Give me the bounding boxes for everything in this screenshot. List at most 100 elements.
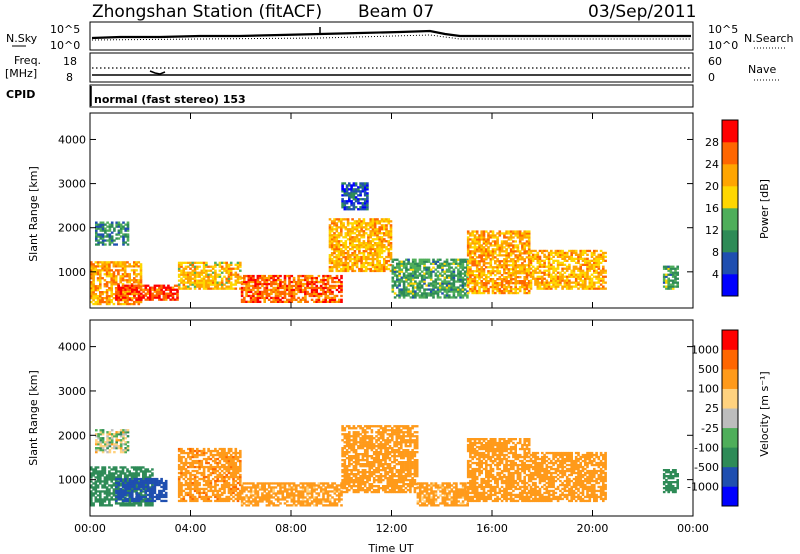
nave-label: Nave [748, 63, 776, 76]
freq-right-tick-top: 60 [708, 55, 722, 68]
velocity-data [90, 425, 679, 507]
velocity-colorbar-label: Velocity [m s⁻¹] [758, 371, 771, 456]
power-x-ticks [89, 113, 694, 308]
velocity-region [341, 425, 419, 494]
station-title: Zhongshan Station (fitACF) [92, 2, 322, 22]
nsearch-series [91, 34, 691, 41]
colorbar-tick-label: 8 [712, 246, 719, 259]
nsky-strip [89, 21, 694, 51]
power-region [115, 284, 179, 301]
colorbar-segment [722, 427, 738, 448]
x-tick-label: 20:00 [577, 522, 609, 535]
nsearch-label: N.Search [744, 32, 794, 45]
y-tick-label: 3000 [58, 178, 86, 191]
velocity-region [115, 477, 168, 503]
colorbar-segment [722, 408, 738, 429]
nsky-right-tick-bottom: 10^0 [708, 39, 738, 52]
power-data [90, 182, 679, 306]
x-tick-label: 16:00 [476, 522, 508, 535]
power-region [328, 218, 393, 273]
x-tick-label: 08:00 [275, 522, 307, 535]
x-axis-label: Time UT [367, 542, 413, 554]
velocity-colorbar: 1000 500 100 25 -25 -100 -500 -1000 [687, 329, 739, 507]
nsky-left-tick-top: 10^5 [50, 23, 80, 36]
y-tick-label: 1000 [58, 266, 86, 279]
nsky-left-tick-bottom: 10^0 [50, 39, 80, 52]
nsky-right-tick-top: 10^5 [708, 23, 738, 36]
colorbar-frame [721, 119, 739, 297]
colorbar-segment [722, 447, 738, 468]
power-region [341, 182, 369, 211]
power-region [95, 221, 130, 246]
y-tick-label: 1000 [58, 474, 86, 487]
colorbar-tick-label: 100 [698, 383, 719, 396]
power-region [529, 249, 607, 290]
power-region [177, 261, 242, 290]
colorbar-tick-label: 12 [705, 224, 719, 237]
freq-label: Freq. [14, 54, 41, 67]
velocity-region [240, 482, 343, 507]
freq-right-tick-bottom: 0 [708, 71, 715, 84]
colorbar-segment [722, 466, 738, 487]
velocity-region [466, 438, 531, 503]
colorbar-tick-label: -25 [701, 422, 719, 435]
velocity-y-axis-label: Slant Range [km] [27, 370, 40, 466]
power-colorbar-label: Power [dB] [758, 179, 771, 239]
velocity-region [416, 482, 469, 507]
colorbar-segment [722, 274, 738, 297]
freq-unit-label: [MHz] [5, 67, 37, 80]
cpid-strip [89, 84, 694, 108]
power-y-ticks: 1000 2000 3000 4000 [58, 133, 693, 279]
colorbar-tick-label: 24 [705, 158, 719, 171]
nsky-label: N.Sky [6, 32, 38, 45]
x-tick-label: 04:00 [175, 522, 207, 535]
colorbar-segment [722, 369, 738, 389]
colorbar-tick-label: -1000 [687, 480, 719, 493]
colorbar-segment [722, 252, 738, 275]
power-y-axis-label: Slant Range [km] [27, 166, 40, 262]
colorbar-tick-label: 28 [705, 136, 719, 149]
y-tick-label: 2000 [58, 429, 86, 442]
colorbar-tick-label: 20 [705, 180, 719, 193]
velocity-y-ticks: 1000 2000 3000 4000 [58, 341, 693, 487]
velocity-region [662, 469, 679, 494]
colorbar-tick-label: -500 [694, 461, 719, 474]
freq-strip [89, 52, 694, 83]
colorbar-tick-label: -100 [694, 441, 719, 454]
power-region [391, 258, 469, 299]
freq-dip [149, 70, 166, 75]
y-tick-label: 4000 [58, 133, 86, 146]
velocity-region [177, 447, 242, 503]
colorbar-segment [722, 388, 738, 409]
colorbar-frame [721, 329, 739, 507]
colorbar-segment [722, 142, 738, 165]
x-tick-label: 12:00 [376, 522, 408, 535]
colorbar-segment [722, 486, 738, 507]
colorbar-segment [722, 208, 738, 231]
freq-left-tick-top: 18 [63, 55, 77, 68]
colorbar-tick-label: 500 [698, 363, 719, 376]
colorbar-tick-label: 16 [705, 202, 719, 215]
y-tick-label: 4000 [58, 341, 86, 354]
colorbar-tick-label: 1000 [691, 344, 719, 357]
date-title: 03/Sep/2011 [588, 2, 696, 22]
power-colorbar: 4 8 12 16 20 24 28 [705, 119, 739, 297]
freq-left-tick-bottom: 8 [66, 71, 73, 84]
nsky-series [91, 29, 691, 40]
y-tick-label: 3000 [58, 385, 86, 398]
colorbar-segment [722, 230, 738, 253]
colorbar-segment [722, 186, 738, 209]
colorbar-segment [722, 330, 738, 350]
beam-title: Beam 07 [358, 2, 434, 22]
colorbar-tick-label: 4 [712, 268, 719, 281]
velocity-region [95, 429, 130, 454]
power-region [466, 230, 531, 295]
power-region [240, 274, 343, 303]
colorbar-segment [722, 349, 738, 370]
velocity-region [529, 451, 607, 503]
colorbar-segment [722, 164, 738, 187]
cpid-text: normal (fast stereo) 153 [94, 93, 246, 106]
x-tick-label: 00:00 [677, 522, 709, 535]
velocity-x-ticks: 00:00 04:00 08:00 12:00 16:00 20:00 00:00 [74, 320, 709, 535]
